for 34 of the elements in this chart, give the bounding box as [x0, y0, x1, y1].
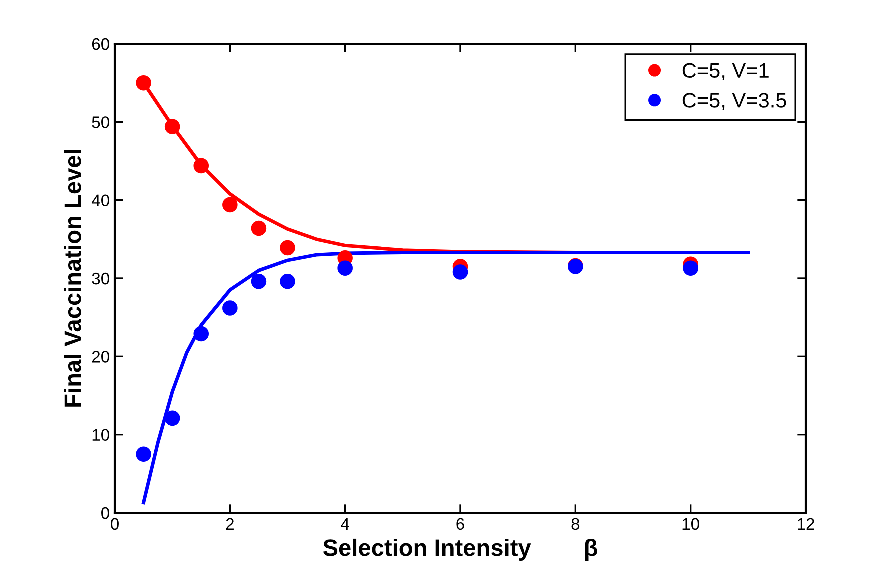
point	[251, 274, 267, 290]
y-tick-label: 20	[92, 351, 110, 363]
point	[164, 410, 180, 426]
point	[683, 260, 698, 276]
x-tick-label: 8	[572, 518, 580, 530]
x-tick-label: 10	[682, 518, 700, 530]
point	[222, 300, 238, 316]
point	[136, 75, 152, 91]
point	[194, 326, 210, 342]
point	[338, 260, 353, 276]
x-tick-label: 6	[456, 518, 464, 530]
x-tick-label: 2	[226, 518, 234, 530]
point	[280, 240, 296, 256]
point	[164, 119, 180, 134]
x-axis-title: Selection Intensity β	[323, 538, 598, 561]
legend-label: C=5, V=3.5	[682, 93, 786, 110]
y-tick-label: 0	[102, 507, 110, 520]
point	[194, 158, 210, 174]
point	[251, 220, 267, 236]
y-tick-label: 50	[92, 116, 110, 128]
point	[136, 446, 152, 462]
y-axis-title: Final Vaccination Level	[64, 150, 82, 407]
y-tick-label: 60	[92, 38, 110, 50]
line-series	[142, 250, 750, 505]
x-tick-label: 12	[798, 518, 814, 530]
y-tick-label: 30	[92, 272, 110, 285]
x-tick-label: 4	[341, 518, 350, 530]
point	[222, 197, 238, 213]
y-tick-label: 10	[92, 429, 110, 442]
y-tick-label: 40	[92, 194, 110, 207]
point	[452, 264, 468, 280]
legend-label: C=5, V=1	[682, 63, 769, 81]
point	[280, 274, 296, 290]
x-tick-label: 0	[111, 518, 119, 530]
